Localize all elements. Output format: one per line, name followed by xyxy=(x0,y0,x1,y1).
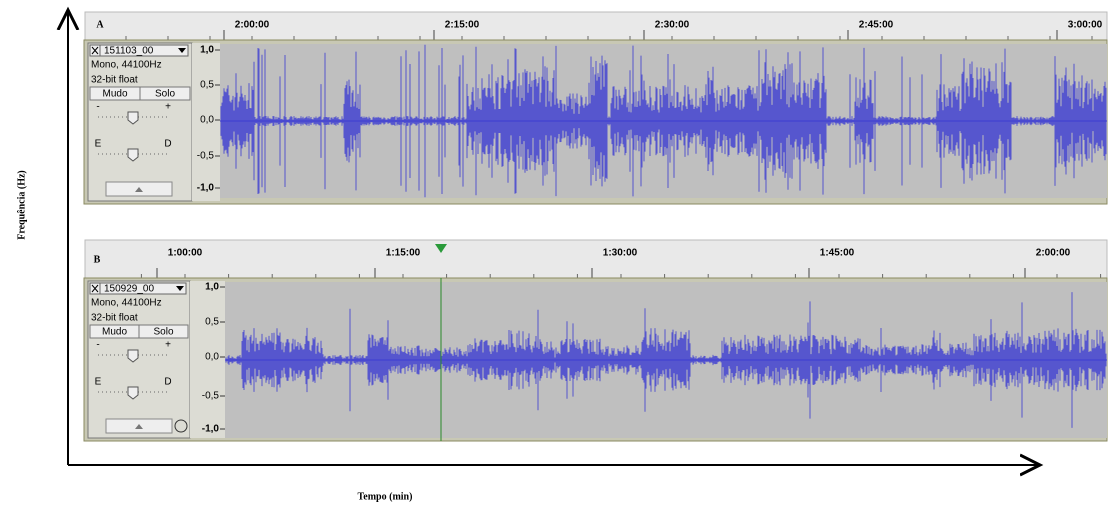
y-axis-label: Frequência (Hz) xyxy=(16,170,27,240)
slider-label: + xyxy=(165,340,171,351)
track-button-label: Mudo xyxy=(102,327,127,338)
timeline-label: 2:30:00 xyxy=(655,20,690,31)
timeline-label: 2:00:00 xyxy=(1036,248,1071,259)
track-info: 32-bit float xyxy=(91,75,138,86)
timeline-label: 2:45:00 xyxy=(859,20,894,31)
track-info: 32-bit float xyxy=(91,313,138,324)
timeline-label: 1:45:00 xyxy=(820,248,855,259)
track-button-label: Solo xyxy=(155,89,175,100)
scale-label: 0,5 xyxy=(200,80,214,91)
panel-label: A xyxy=(96,19,104,30)
scale-label: -0,5 xyxy=(202,391,220,402)
scale-label: 1,0 xyxy=(205,282,219,293)
slider-label: D xyxy=(164,139,171,150)
track-info: Mono, 44100Hz xyxy=(91,298,162,309)
track-info: Mono, 44100Hz xyxy=(91,60,162,71)
scale-label: 0,0 xyxy=(200,115,214,126)
slider-label: E xyxy=(95,377,102,388)
scale-label: -1,0 xyxy=(197,183,215,194)
scale-label: 0,5 xyxy=(205,317,219,328)
figure: Frequência (Hz) Tempo (min) A 2:00:00 2:15… xyxy=(0,0,1109,513)
panel-label: B xyxy=(94,254,101,265)
scale-label: -1,0 xyxy=(202,424,220,435)
track-button-label: Mudo xyxy=(102,89,127,100)
timeline-label: 1:30:00 xyxy=(603,248,638,259)
track-button-label: Solo xyxy=(153,327,173,338)
slider-label: + xyxy=(165,102,171,113)
timeline-label: 2:15:00 xyxy=(445,20,480,31)
timeline-label: 2:00:00 xyxy=(235,20,270,31)
scale-label: 0,0 xyxy=(205,352,219,363)
scale-label: 1,0 xyxy=(200,45,214,56)
scale-label: -0,5 xyxy=(197,151,215,162)
timeline-label: 1:15:00 xyxy=(386,248,421,259)
timeline xyxy=(85,240,1107,278)
track-name: 151103_00 xyxy=(104,46,154,57)
slider-label: - xyxy=(96,340,99,351)
slider-label: E xyxy=(95,139,102,150)
slider-label: - xyxy=(96,102,99,113)
timeline-label: 3:00:00 xyxy=(1068,20,1103,31)
x-axis-label: Tempo (min) xyxy=(358,491,413,502)
timeline-label: 1:00:00 xyxy=(168,248,203,259)
slider-label: D xyxy=(164,377,171,388)
track-name: 150929_00 xyxy=(104,284,154,295)
